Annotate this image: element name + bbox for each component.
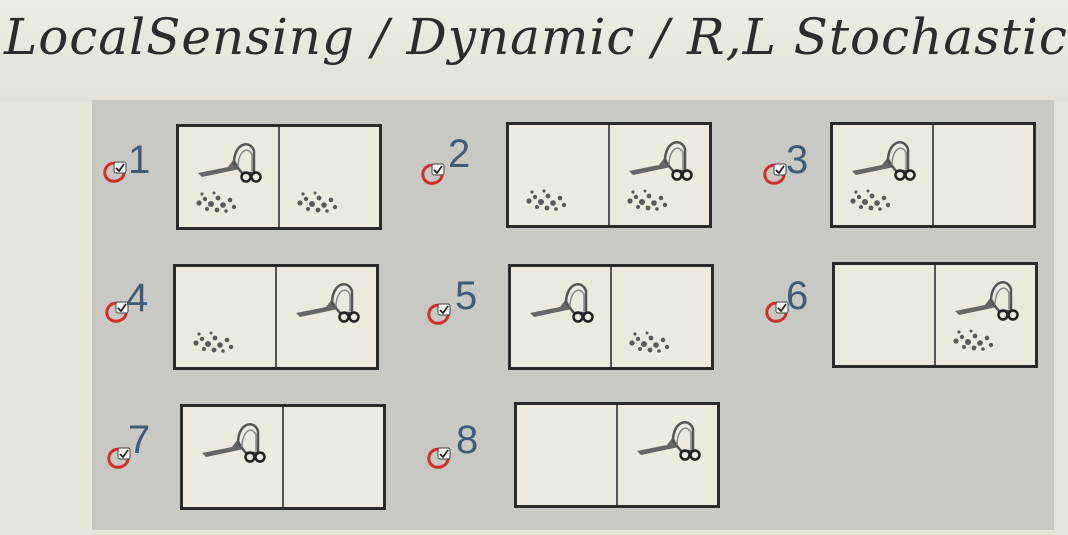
right-room <box>936 265 1035 365</box>
dirt-icon <box>626 329 672 355</box>
checkmark-icon <box>100 160 130 184</box>
dirt-icon <box>950 327 996 353</box>
vacuum-cleaner-icon <box>633 415 705 463</box>
vacuum-cleaner-icon <box>625 135 697 183</box>
left-room <box>511 267 612 367</box>
two-room-world <box>830 122 1036 228</box>
checkmark-icon <box>104 446 134 470</box>
left-room <box>833 125 934 225</box>
state-number: 2 <box>448 132 471 176</box>
state-number: 4 <box>126 276 149 320</box>
state-number: 1 <box>128 138 151 182</box>
right-room <box>618 405 717 505</box>
dirt-icon <box>523 187 569 213</box>
two-room-world <box>176 124 382 230</box>
left-room <box>835 265 936 365</box>
right-room <box>277 267 376 367</box>
two-room-world <box>832 262 1038 368</box>
checkmark-icon <box>102 300 132 324</box>
handwritten-title: LocalSensing / Dynamic / R,L Stochastic <box>4 8 1068 66</box>
vacuum-cleaner-icon <box>292 277 364 325</box>
right-room <box>610 125 709 225</box>
vacuum-cleaner-icon <box>848 135 920 183</box>
left-room <box>179 127 280 227</box>
state-number: 5 <box>455 274 478 318</box>
right-room <box>934 125 1033 225</box>
two-room-world <box>514 402 720 508</box>
checkmark-icon <box>760 162 790 186</box>
paper-background <box>0 0 1068 102</box>
vacuum-cleaner-icon <box>194 137 266 185</box>
two-room-world <box>173 264 379 370</box>
two-room-world <box>506 122 712 228</box>
state-number: 6 <box>786 274 809 318</box>
vacuum-cleaner-icon <box>951 275 1023 323</box>
right-room <box>612 267 711 367</box>
left-room <box>517 405 618 505</box>
left-room <box>176 267 277 367</box>
right-room <box>284 407 383 507</box>
state-number: 7 <box>128 418 151 462</box>
dirt-icon <box>294 189 340 215</box>
dirt-icon <box>624 187 670 213</box>
vacuum-cleaner-icon <box>198 417 270 465</box>
checkmark-icon <box>424 302 454 326</box>
checkmark-icon <box>418 162 448 186</box>
state-number: 8 <box>456 418 479 462</box>
vacuum-cleaner-icon <box>526 277 598 325</box>
dirt-icon <box>190 329 236 355</box>
two-room-world <box>180 404 386 510</box>
left-room <box>183 407 284 507</box>
dirt-icon <box>847 187 893 213</box>
checkmark-icon <box>424 446 454 470</box>
left-room <box>509 125 610 225</box>
right-room <box>280 127 379 227</box>
checkmark-icon <box>762 300 792 324</box>
dirt-icon <box>193 189 239 215</box>
state-number: 3 <box>786 138 809 182</box>
two-room-world <box>508 264 714 370</box>
